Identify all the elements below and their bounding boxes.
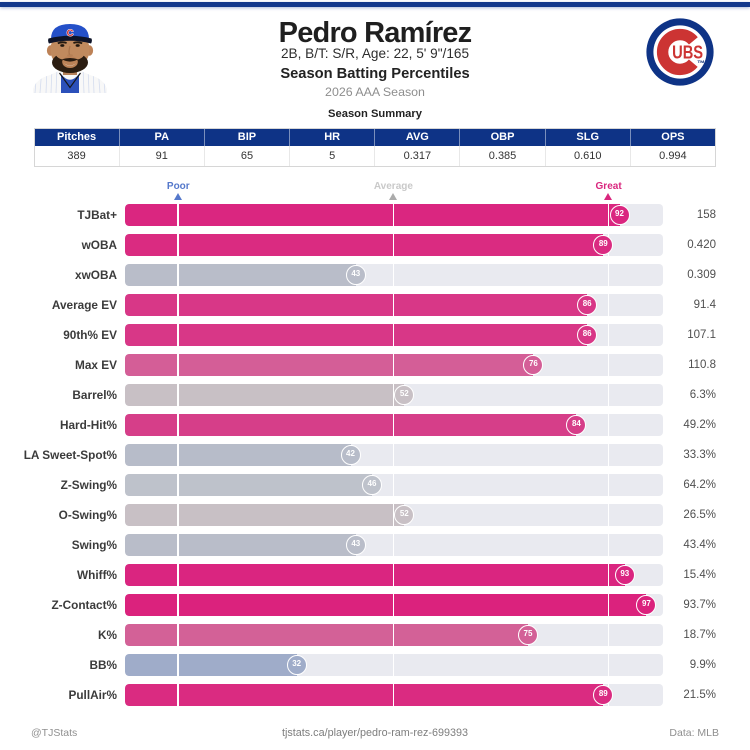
svg-text:C: C (67, 28, 74, 39)
svg-text:UBS: UBS (672, 42, 703, 62)
svg-text:™: ™ (697, 59, 705, 68)
